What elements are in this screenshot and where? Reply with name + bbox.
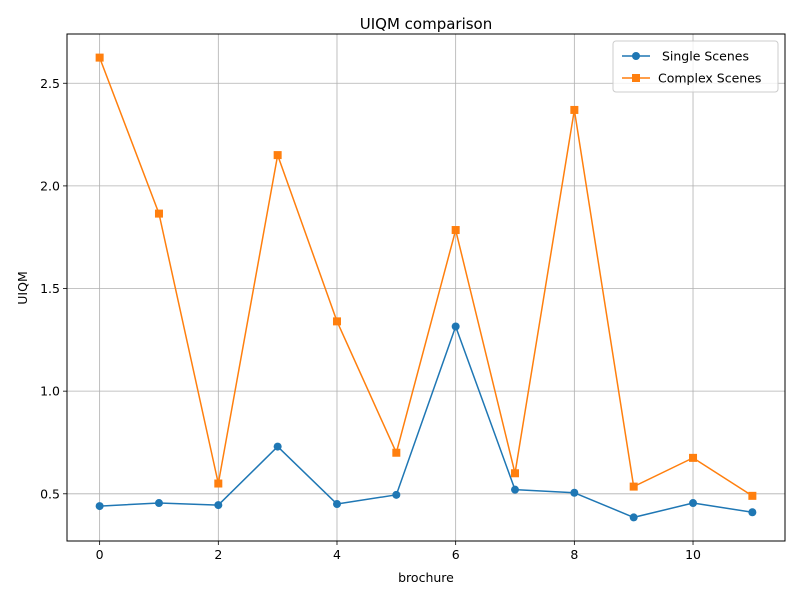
x-tick-label: 10	[685, 547, 701, 562]
x-tick-label: 4	[333, 547, 341, 562]
data-point-complex-scenes	[214, 479, 223, 488]
y-tick-label: 2.5	[40, 76, 60, 91]
data-point-complex-scenes	[511, 469, 520, 478]
plot-frame	[66, 33, 786, 542]
legend-marker-complex-scenes	[632, 74, 640, 82]
x-tick-label: 2	[214, 547, 222, 562]
legend: Single Scenes Complex Scenes	[612, 40, 779, 93]
data-point-complex-scenes	[273, 151, 282, 160]
series-layer	[95, 53, 757, 522]
chart-title: UIQM comparison	[360, 15, 493, 33]
y-tick-label: 1.0	[40, 384, 60, 399]
data-point-complex-scenes	[689, 453, 698, 462]
data-point-single-scenes	[214, 501, 223, 510]
data-point-complex-scenes	[332, 317, 341, 326]
y-axis-ticks: 0.5 1.0 1.5 2.0 2.5	[40, 76, 67, 501]
data-point-single-scenes	[689, 499, 698, 508]
data-point-complex-scenes	[392, 448, 401, 457]
legend-marker-single-scenes	[632, 52, 640, 60]
legend-box	[612, 40, 779, 93]
x-axis-ticks: 0 2 4 6 8 10	[96, 541, 701, 562]
data-point-single-scenes	[154, 499, 163, 508]
series-line-single-scenes	[99, 325, 753, 519]
x-tick-label: 0	[96, 547, 104, 562]
data-point-single-scenes	[95, 502, 104, 511]
data-point-single-scenes	[451, 322, 460, 331]
data-point-complex-scenes	[629, 482, 638, 491]
legend-label-single-scenes: Single Scenes	[658, 49, 749, 64]
data-point-single-scenes	[511, 485, 520, 494]
data-point-single-scenes	[273, 442, 282, 451]
y-axis-label: UIQM	[15, 271, 30, 304]
y-tick-label: 2.0	[40, 178, 60, 193]
data-point-complex-scenes	[154, 209, 163, 218]
data-point-complex-scenes	[451, 226, 460, 235]
data-point-single-scenes	[748, 508, 757, 517]
x-tick-label: 8	[570, 547, 578, 562]
data-point-complex-scenes	[748, 491, 757, 500]
data-point-single-scenes	[629, 513, 638, 522]
data-point-complex-scenes	[570, 105, 579, 114]
data-point-complex-scenes	[95, 53, 104, 62]
data-point-single-scenes	[392, 490, 401, 499]
data-point-single-scenes	[332, 500, 341, 509]
y-tick-label: 1.5	[40, 281, 60, 296]
series-line-complex-scenes	[98, 57, 753, 497]
x-axis-label: brochure	[398, 570, 454, 585]
data-point-single-scenes	[570, 488, 579, 497]
x-tick-label: 6	[452, 547, 460, 562]
y-tick-label: 0.5	[40, 486, 60, 501]
legend-label-complex-scenes: Complex Scenes	[658, 71, 761, 86]
